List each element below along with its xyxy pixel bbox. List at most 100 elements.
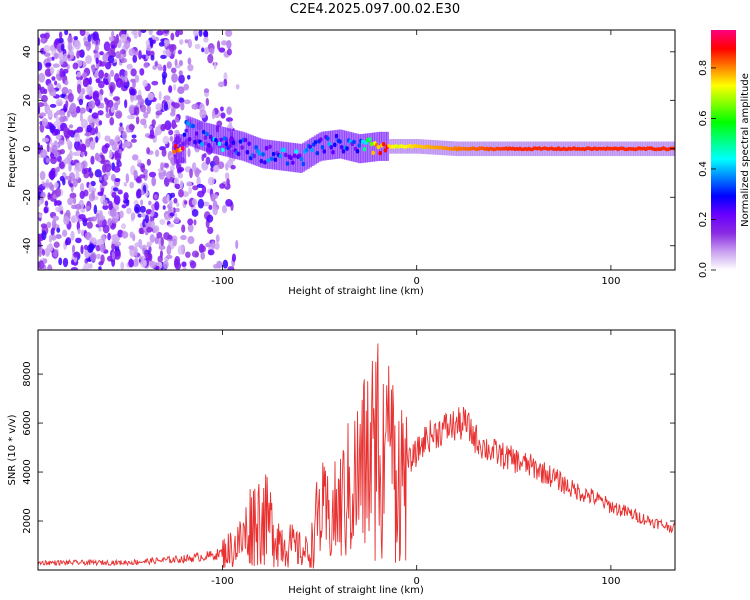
spectrogram-noise-speck — [109, 207, 117, 217]
spectrogram-noise-speck — [93, 72, 98, 78]
spectrogram-noise-speck — [149, 127, 155, 138]
spectrogram-noise-speck — [120, 49, 126, 55]
spectrogram-noise-speck — [87, 33, 92, 43]
spectrogram-noise-speck — [111, 243, 116, 251]
spectrogram-ridge-cell — [207, 143, 211, 148]
spectrogram-noise-speck — [158, 41, 165, 47]
spectrogram-noise-speck — [150, 220, 155, 228]
spectrogram-noise-speck — [98, 261, 104, 266]
spectrogram-noise-speck — [109, 69, 115, 77]
spectrogram-noise-speck — [135, 189, 141, 199]
spectrogram-noise-speck — [67, 41, 73, 52]
spectrogram-noise-speck — [168, 199, 173, 207]
spectrogram-noise-speck — [90, 251, 97, 262]
spectrogram-noise-speck — [59, 175, 65, 182]
spectrogram-noise-speck — [70, 259, 75, 266]
spectrogram-noise-speck — [67, 54, 71, 59]
spectrogram-noise-speck — [130, 68, 137, 77]
spectrogram-noise-speck — [174, 183, 179, 189]
spectrogram-noise-speck — [117, 189, 123, 195]
spectrogram-noise-speck — [44, 200, 49, 207]
spectrogram-noise-speck — [187, 38, 193, 49]
spectrogram-noise-speck — [65, 100, 69, 109]
snr-frame — [37, 329, 676, 571]
spectrogram-noise-speck — [146, 147, 151, 155]
spectrogram-noise-speck — [102, 53, 110, 63]
spectrogram-noise-speck — [101, 180, 108, 187]
spectrogram-noise-speck — [86, 221, 93, 229]
spectrogram-ridge-halo — [346, 131, 350, 161]
spectrogram-noise-speck — [84, 132, 92, 137]
spectrogram-ridge-cell — [320, 145, 325, 150]
spectrogram-noise-speck — [158, 90, 162, 101]
spectrogram-ridge-halo — [253, 136, 257, 166]
spectrogram-noise-speck — [85, 31, 90, 37]
spectrogram-ridge-halo — [173, 134, 177, 164]
spectrogram-ridge-halo — [341, 130, 345, 160]
spectrogram-noise-speck — [130, 94, 134, 103]
colorbar-axis: 0.0 0.2 0.4 0.6 0.8 — [698, 60, 716, 278]
spectrogram-noise-speck — [177, 86, 185, 95]
spectrogram-noise-speck — [173, 197, 178, 204]
spectrogram-noise-speck — [47, 82, 54, 93]
spectrogram-noise-speck — [104, 61, 112, 70]
spectrogram-noise-speck — [112, 187, 119, 192]
spectrogram-noise-speck — [54, 52, 59, 60]
spectrogram-ridge-cell — [278, 153, 283, 159]
spectrogram-noise-speck — [49, 66, 55, 75]
spectrogram-ridge-cell — [289, 155, 293, 161]
spectrogram-noise-speck — [38, 72, 46, 83]
spectrogram-noise-speck — [95, 57, 99, 65]
spectrogram-ridge-halo — [323, 131, 327, 161]
spectrogram-noise-speck — [94, 45, 99, 52]
spectrogram-noise-speck — [45, 157, 50, 164]
spectrogram-ridge-cell — [378, 150, 382, 156]
spectrogram-noise-speck — [62, 53, 68, 63]
spectrogram-noise-speck — [146, 44, 151, 52]
spectrogram-noise-speck — [44, 32, 50, 40]
spectrogram-noise-speck — [82, 219, 88, 227]
spectrogram-ridge-cell — [376, 144, 381, 150]
spectrogram-noise-speck — [53, 151, 60, 158]
spectrogram-ridge-halo — [222, 127, 226, 157]
spectrogram-noise-speck — [55, 98, 63, 107]
spectrogram-noise-speck — [77, 228, 81, 234]
spectrogram-noise-speck — [235, 239, 239, 250]
spectrogram-ridge-halo — [239, 131, 243, 161]
spectrogram-noise-speck — [170, 32, 175, 41]
spectrogram-noise-speck — [90, 216, 98, 222]
spectrogram-noise-speck — [80, 208, 86, 213]
spectrogram-noise-speck — [217, 161, 225, 169]
spectrogram-noise-speck — [162, 260, 169, 270]
spectrogram-noise-speck — [148, 200, 152, 206]
spectrogram-noise-speck — [187, 218, 194, 226]
colorbar-label: Normalized spectral amplitude — [740, 73, 750, 227]
spectrogram-noise-speck — [118, 161, 122, 167]
spectrogram-noise-speck — [52, 63, 60, 68]
spectrogram-noise-speck — [156, 231, 163, 239]
spectrogram-noise-speck — [212, 264, 219, 269]
spectrogram-noise-speck — [163, 102, 169, 112]
spectrogram-noise-speck — [65, 237, 72, 246]
spectrogram-noise-speck — [104, 174, 109, 181]
spectrogram-noise-speck — [205, 97, 210, 107]
spectrogram-noise-speck — [159, 218, 166, 226]
y-tick-label: 20 — [22, 94, 33, 107]
spectrogram-ridge-halo — [309, 138, 313, 168]
spectrogram-noise-speck — [40, 191, 46, 199]
spectrogram-noise-speck — [56, 227, 61, 233]
spectrogram-noise-speck — [121, 223, 127, 230]
spectrogram-ridge-cell — [229, 137, 234, 142]
spectrogram-noise-speck — [173, 258, 180, 269]
spectrogram-noise-speck — [61, 86, 69, 95]
spectrogram-noise-speck — [69, 183, 74, 188]
spectrogram-noise-speck — [220, 106, 224, 112]
x-tick-label: -100 — [211, 276, 234, 287]
spectrogram-noise-speck — [177, 172, 184, 179]
snr-x-axis: -100 0 100 — [211, 330, 620, 587]
spectrogram-noise-speck — [194, 43, 201, 50]
spectrogram-noise-speck — [179, 97, 185, 104]
spectrogram-noise-speck — [102, 204, 109, 210]
spectrogram-noise-speck — [74, 40, 81, 50]
spectrogram-noise-speck — [103, 41, 111, 52]
